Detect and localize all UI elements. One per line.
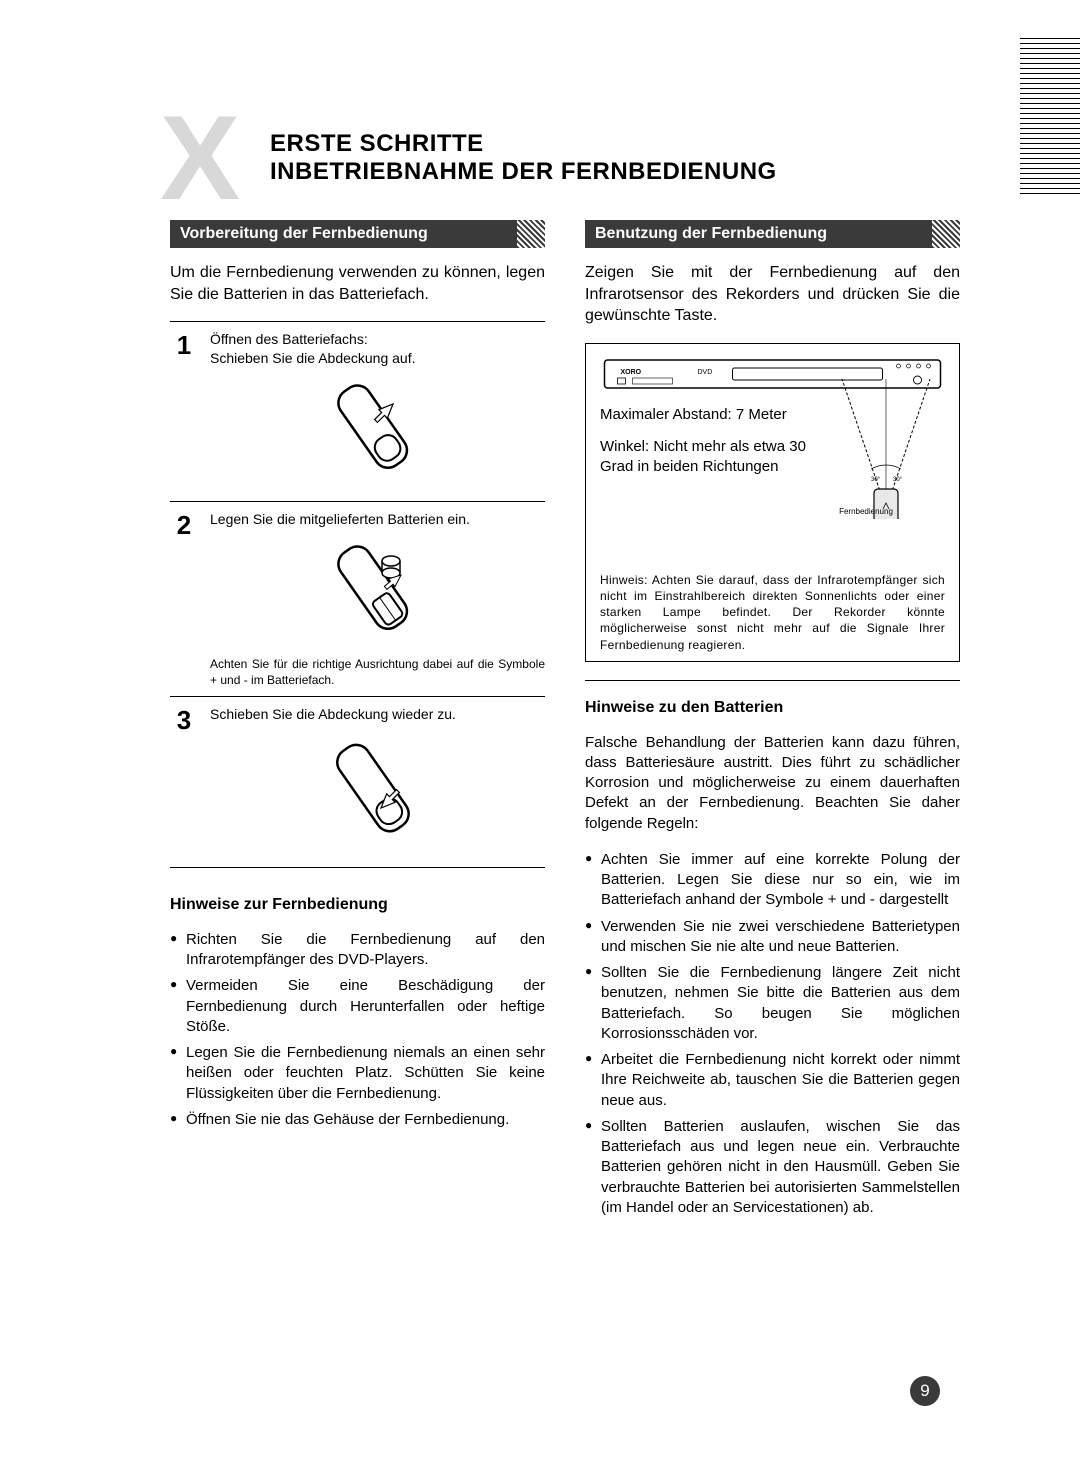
list-item: Verwenden Sie nie zwei verschiedene Batt… [585,917,960,958]
remote-label: Fernbedienung [807,507,925,516]
left-intro: Um die Fernbedienung verwenden zu können… [170,262,545,305]
angle-illustration: 30° 30° Fernbedienung [827,405,945,560]
list-item: Achten Sie immer auf eine korrekte Polun… [585,850,960,911]
step-text: Legen Sie die mitgelieferten Batterien e… [210,510,545,529]
step-number: 2 [170,510,198,688]
step-3-illustration [210,730,545,855]
diagram-note: Hinweis: Achten Sie darauf, dass der Inf… [600,572,945,653]
step-number: 1 [170,330,198,493]
page-header: ERSTE SCHRITTE INBETRIEBNAHME DER FERNBE… [270,130,1000,186]
step-body: Schieben Sie die Abdeckung wieder zu. [210,705,545,859]
section-bar-right: Benutzung der Fernbedienung [585,220,960,248]
step-1-illustration [210,374,545,489]
list-item: Legen Sie die Fernbedienung niemals an e… [170,1043,545,1104]
list-item: Richten Sie die Fernbedienung auf den In… [170,930,545,971]
left-column: Vorbereitung der Fernbedienung Um die Fe… [170,220,545,1224]
list-item: Öffnen Sie nie das Gehäuse der Fernbedie… [170,1110,545,1130]
step-body: Öffnen des Batteriefachs: Schieben Sie d… [210,330,545,493]
step-text: Schieben Sie die Abdeckung wieder zu. [210,705,545,724]
step-number: 3 [170,705,198,859]
step-subtext: Achten Sie für die richtige Ausrichtung … [210,656,545,688]
page-number-value: 9 [920,1381,929,1401]
list-item: Vermeiden Sie eine Beschädigung der Fern… [170,976,545,1037]
content-columns: Vorbereitung der Fernbedienung Um die Fe… [170,220,960,1224]
decor-lines [1020,38,1080,208]
page-number: 9 [910,1376,940,1406]
remote-tips-list: Richten Sie die Fernbedienung auf den In… [170,930,545,1130]
step-3: 3 Schieben Sie die Abdeckung wieder zu. [170,697,545,868]
step-body: Legen Sie die mitgelieferten Batterien e… [210,510,545,688]
diagram-distance: Maximaler Abstand: 7 Meter [600,405,819,425]
right-intro: Zeigen Sie mit der Fernbedienung auf den… [585,262,960,327]
svg-text:30°: 30° [893,477,903,483]
section-title-left: Vorbereitung der Fernbedienung [180,225,428,242]
list-item: Arbeitet die Fernbedienung nicht korrekt… [585,1050,960,1111]
divider [585,680,960,681]
svg-text:XORO: XORO [621,369,642,376]
list-item: Sollten Sie die Fernbedienung längere Ze… [585,963,960,1044]
step-1: 1 Öffnen des Batteriefachs: Schieben Sie… [170,322,545,502]
steps-list: 1 Öffnen des Batteriefachs: Schieben Sie… [170,321,545,868]
header-line2: INBETRIEBNAHME DER FERNBEDIENUNG [270,158,1000,186]
diagram-angle: Winkel: Nicht mehr als etwa 30 Grad in b… [600,437,819,478]
battery-heading: Hinweise zu den Batterien [585,699,960,717]
list-item: Sollten Batterien auslaufen, wischen Sie… [585,1117,960,1218]
step-2-illustration [210,535,545,650]
section-title-right: Benutzung der Fernbedienung [595,225,827,242]
brand-x-logo: X [160,110,234,206]
step-2: 2 Legen Sie die mitgelieferten Batterien… [170,502,545,697]
battery-intro: Falsche Behandlung der Batterien kann da… [585,733,960,834]
left-subheading: Hinweise zur Fernbedienung [170,896,545,914]
svg-text:30°: 30° [871,477,881,483]
header-line1: ERSTE SCHRITTE [270,130,1000,158]
usage-diagram: XORO DVD Maximaler Abstand: 7 Meter Wink… [585,343,960,662]
svg-text:DVD: DVD [698,369,713,376]
section-bar-left: Vorbereitung der Fernbedienung [170,220,545,248]
battery-tips-list: Achten Sie immer auf eine korrekte Polun… [585,850,960,1218]
step-text: Öffnen des Batteriefachs: Schieben Sie d… [210,330,545,368]
right-column: Benutzung der Fernbedienung Zeigen Sie m… [585,220,960,1224]
